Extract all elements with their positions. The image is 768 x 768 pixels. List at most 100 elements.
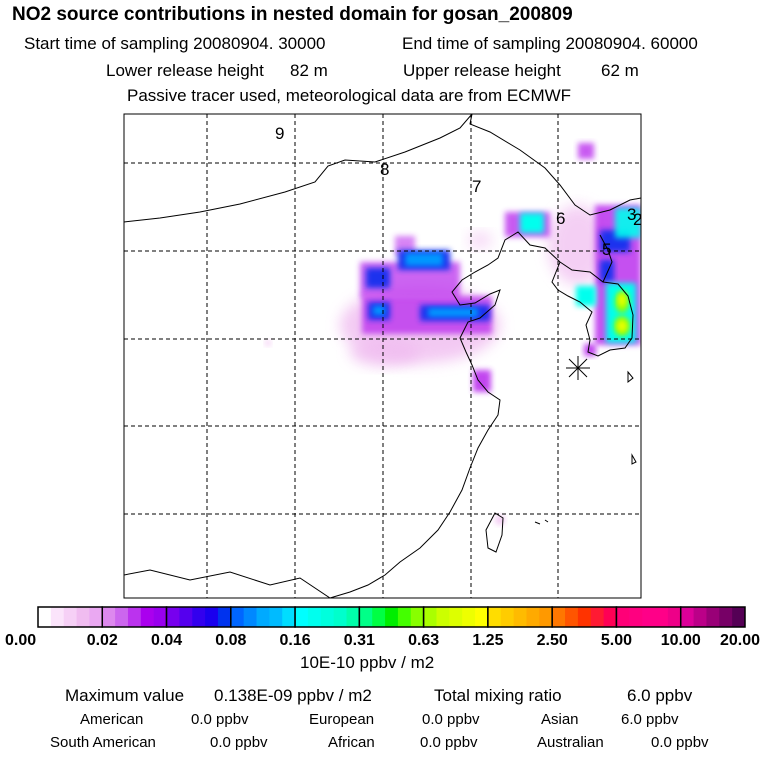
colorbar-cell	[50, 607, 65, 627]
plot-title: NO2 source contributions in nested domai…	[12, 4, 573, 25]
plume-light	[548, 205, 608, 285]
plume-cyan	[615, 208, 641, 238]
trajectory-label: 9	[275, 124, 284, 143]
colorbar-tick-label: 0.31	[344, 632, 375, 649]
region-name: South American	[50, 734, 156, 751]
upper-release-label: Upper release height	[403, 61, 561, 80]
region-name: Australian	[537, 734, 604, 751]
colorbar-cell	[680, 607, 695, 627]
plume-cyan	[576, 286, 596, 306]
colorbar-tick-label: 10.00	[661, 632, 701, 649]
colorbar-cell	[642, 607, 656, 627]
grid-lines	[124, 114, 641, 598]
lower-release-label: Lower release height	[106, 61, 264, 80]
trajectory-label: 3	[627, 205, 636, 224]
colorbar-tick-label: 0.08	[215, 632, 246, 649]
colorbar-cell	[333, 607, 348, 627]
plume-lightblue	[428, 308, 478, 317]
colorbar-cell	[565, 607, 579, 627]
colorbar-cell	[372, 607, 386, 627]
colorbar-cell	[179, 607, 193, 627]
border-line	[599, 234, 613, 283]
colorbar-cell	[282, 607, 296, 627]
colorbar-cell	[295, 607, 309, 627]
colorbar-cell	[500, 607, 515, 627]
colorbar-cell	[706, 607, 720, 627]
colorbar-cell	[115, 607, 129, 627]
max-value: 0.138E-09 ppbv / m2	[214, 686, 372, 705]
colorbar-cell	[243, 607, 258, 627]
colorbar-cell	[320, 607, 335, 627]
colorbar-cell	[76, 607, 90, 627]
colorbar-cell	[655, 607, 669, 627]
colorbar-tick-label: 0.02	[87, 632, 118, 649]
colorbar-cell	[487, 607, 502, 627]
region-value: 0.0 ppbv	[210, 734, 268, 751]
colorbar-tick-label: 5.00	[601, 632, 632, 649]
colorbar-cell	[449, 607, 463, 627]
colorbar-cell	[385, 607, 399, 627]
border-line	[124, 569, 331, 598]
upper-release-value: 62 m	[601, 61, 639, 80]
colorbar-cell	[269, 607, 283, 627]
colorbar-cell	[166, 607, 180, 627]
taiwan-coast	[485, 512, 504, 553]
colorbar-cell	[397, 607, 412, 627]
colorbar-cell	[346, 607, 360, 627]
coastlines	[124, 114, 641, 598]
max-value-label: Maximum value	[65, 686, 185, 705]
colorbar-tick-label: 2.50	[537, 632, 568, 649]
region-value: 0.0 ppbv	[651, 734, 709, 751]
region-value: 0.0 ppbv	[191, 711, 249, 728]
start-time: Start time of sampling 20080904. 30000	[24, 34, 326, 53]
colorbar-cell	[307, 607, 322, 627]
colorbar-cell	[693, 607, 707, 627]
end-time: End time of sampling 20080904. 60000	[402, 34, 698, 53]
china-coast	[329, 231, 561, 598]
concentration-field	[265, 143, 641, 525]
trajectory-label: 2	[633, 210, 642, 229]
region-value: 6.0 ppbv	[621, 711, 679, 728]
colorbar-tick-label: 0.63	[408, 632, 439, 649]
colorbar-tick-label: 0.00	[5, 632, 36, 649]
trajectory-label: 8	[380, 160, 389, 179]
colorbar-cell	[539, 607, 553, 627]
colorbar-cell	[217, 607, 232, 627]
colorbar-cell	[616, 607, 630, 627]
colorbar-cell	[577, 607, 592, 627]
region-value: 0.0 ppbv	[422, 711, 480, 728]
colorbar-cell	[410, 607, 425, 627]
colorbar-cell	[140, 607, 155, 627]
colorbar-cell	[423, 607, 437, 627]
plume-yellow	[618, 293, 626, 307]
map-area: 9 8 7 6 5 3 2	[124, 114, 642, 598]
colorbar-cell	[603, 607, 617, 627]
colorbar-cell	[719, 607, 733, 627]
region-name: African	[328, 734, 375, 751]
colorbar-cell	[192, 607, 206, 627]
colorbar-tick-label: 0.16	[280, 632, 311, 649]
colorbar-segment	[679, 606, 746, 628]
plume-blue	[366, 268, 390, 288]
colorbar-cell	[230, 607, 245, 627]
colorbar-cell	[127, 607, 142, 627]
total-mixing-value: 6.0 ppbv	[627, 686, 693, 705]
colorbar-tick-label: 20.00	[720, 632, 760, 649]
border-line	[469, 114, 641, 216]
receptor-star-icon	[566, 356, 590, 380]
colorbar-cell	[513, 607, 527, 627]
plume-violet	[584, 344, 596, 356]
colorbar-tick-label: 0.04	[151, 632, 182, 649]
colorbar-cell	[63, 607, 78, 627]
trajectory-label: 5	[602, 240, 611, 259]
plume-violet	[578, 143, 594, 159]
colorbar-cell	[153, 607, 168, 627]
colorbar-tick-label: 1.25	[472, 632, 503, 649]
colorbar-cell	[205, 607, 219, 627]
colorbar-cell	[552, 607, 566, 627]
colorbar-cell	[256, 607, 270, 627]
colorbar-cell	[89, 607, 103, 627]
tracer-note: Passive tracer used, meteorological data…	[127, 86, 572, 105]
total-mixing-label: Total mixing ratio	[434, 686, 562, 705]
